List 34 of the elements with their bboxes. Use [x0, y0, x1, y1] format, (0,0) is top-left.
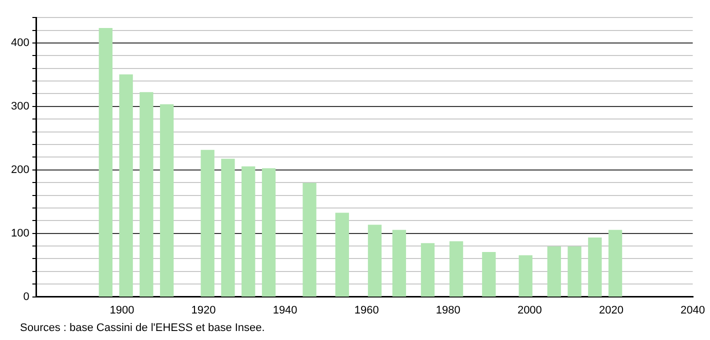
y-tick-label: 0 — [23, 290, 30, 303]
x-tick-label: 1960 — [354, 304, 379, 316]
bar — [420, 243, 435, 297]
bar — [608, 230, 622, 297]
bar — [160, 104, 174, 297]
x-tick-label: 2040 — [680, 304, 706, 316]
y-tick-label: 400 — [10, 37, 30, 50]
bar — [392, 230, 406, 297]
x-tick-label: 1980 — [436, 304, 460, 316]
y-tick-label: 300 — [10, 100, 30, 112]
bar — [482, 252, 496, 297]
x-tick-label: 1920 — [191, 304, 216, 316]
bar — [200, 150, 214, 297]
y-tick-label: 100 — [10, 227, 30, 240]
bar — [547, 246, 561, 297]
bar — [262, 168, 276, 297]
bar — [449, 241, 464, 297]
bar — [221, 158, 235, 297]
bar — [98, 28, 112, 297]
x-tick-label: 2000 — [517, 304, 542, 316]
bar — [368, 224, 382, 297]
bar — [302, 182, 316, 297]
bar — [518, 255, 532, 297]
x-tick-label: 2020 — [598, 304, 624, 316]
x-tick-label: 1940 — [272, 304, 298, 316]
bar — [119, 74, 133, 297]
bar — [588, 237, 602, 297]
source-note: Sources : base Cassini de l'EHESS et base Insee. — [20, 322, 266, 334]
bar — [242, 166, 256, 297]
x-tick-label: 1900 — [110, 304, 134, 316]
bar — [140, 92, 154, 297]
y-tick-label: 200 — [10, 164, 30, 176]
bar — [335, 212, 349, 297]
bar — [568, 246, 582, 297]
